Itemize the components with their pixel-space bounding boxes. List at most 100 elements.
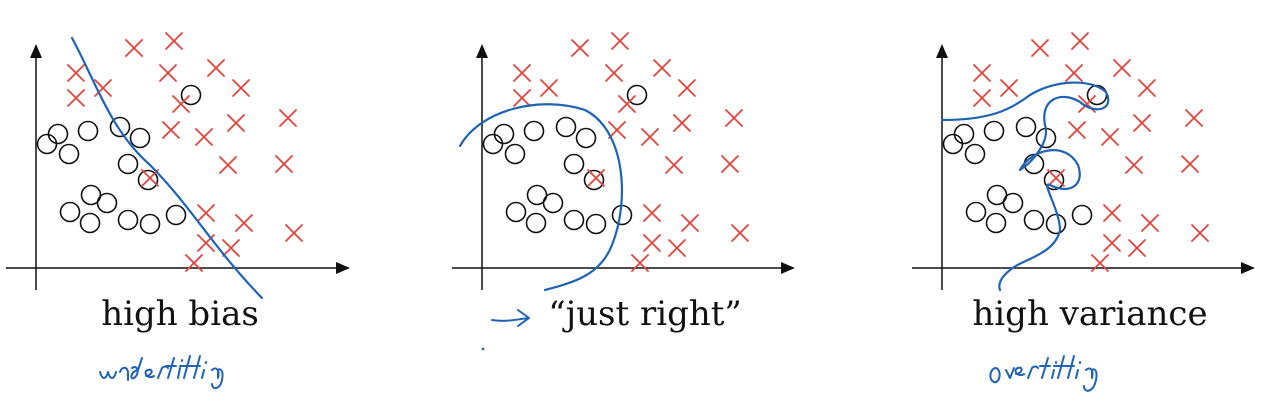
handwriting-underfitting [99,355,224,390]
decision-boundary-curve [458,103,623,292]
circle-point [1002,192,1024,214]
circle-point [165,204,187,226]
cross-point [232,79,250,97]
circle-point [986,184,1008,206]
cross-point [731,224,749,242]
cross-point [1113,59,1131,77]
x-axis-arrow [1241,262,1255,274]
cross-point [197,204,215,222]
cross-point [641,128,659,146]
cross-point [125,39,143,57]
cross-point [275,155,293,173]
cross-point [162,121,180,139]
circle-point [555,116,577,138]
cross-point [673,114,691,132]
cross-point [643,234,661,252]
cross-point [227,114,245,132]
cross-point [653,59,671,77]
circle-point [493,123,515,145]
cross-point [1047,169,1065,187]
circle-point [1045,213,1067,235]
cross-point [721,155,739,173]
handwritten-annotations [99,309,1098,392]
circle-point [953,123,975,145]
cross-point [1071,32,1089,50]
circle-point [523,120,545,142]
cross-point [681,214,699,232]
circle-point [180,84,202,106]
cross-point [1000,79,1018,97]
circle-point [117,153,139,175]
panel-high-variance [912,32,1255,292]
x-axis-arrow [781,262,795,274]
y-axis-arrow [30,44,42,58]
cross-point [665,156,683,174]
handwritten-arrow-icon [491,309,530,327]
cross-point [587,169,605,187]
cross-point [1128,239,1146,257]
decision-boundary-squiggle [940,81,1110,292]
cross-point [94,79,112,97]
cross-point [1068,121,1086,139]
circle-point [575,127,597,149]
cross-point [1091,254,1109,272]
cross-point [195,128,213,146]
circle-point [964,143,986,165]
circle-point [585,213,607,235]
caption-high-bias: high bias [101,294,259,334]
cross-point [222,239,240,257]
circle-point [1071,204,1093,226]
circle-point [137,169,159,191]
panel-just-right [452,32,795,292]
cross-point [279,109,297,127]
cross-point [165,32,183,50]
circle-point [505,201,527,223]
circle-point [563,153,585,175]
panel-high-bias [6,32,350,300]
cross-point [67,64,85,82]
cross-point [1138,79,1156,97]
circle-point [109,116,131,138]
circle-point [626,84,648,106]
cross-point [67,89,85,107]
y-axis-arrow [476,44,488,58]
cross-point [513,89,531,107]
circle-point [96,192,118,214]
cross-point [611,32,629,50]
cross-point [1181,155,1199,173]
cross-point [973,89,991,107]
circle-point [1043,169,1065,191]
circle-point [563,209,585,231]
circle-point [965,201,987,223]
cross-point [973,64,991,82]
cross-point [1141,214,1159,232]
ink-dot [481,347,485,351]
decision-boundary-line [70,36,264,300]
circle-point [526,184,548,206]
circle-point [139,213,161,235]
circle-point [583,169,605,191]
circle-point [1015,116,1037,138]
cross-point [141,169,159,187]
cross-point [185,254,203,272]
circle-point [985,212,1007,234]
cross-point [618,95,636,113]
cross-point [285,224,303,242]
circle-point [117,209,139,231]
circle-point [59,201,81,223]
cross-point [725,109,743,127]
cross-point [605,64,623,82]
circle-point [77,120,99,142]
cross-point [1125,156,1143,174]
caption-high-variance: high variance [972,294,1208,334]
cross-point [159,64,177,82]
cross-point [207,59,225,77]
cross-point [540,79,558,97]
circle-point [542,192,564,214]
cross-point [172,95,190,113]
cross-point [235,214,253,232]
circle-point [942,133,964,155]
cross-point [643,204,661,222]
circle-point [36,133,58,155]
